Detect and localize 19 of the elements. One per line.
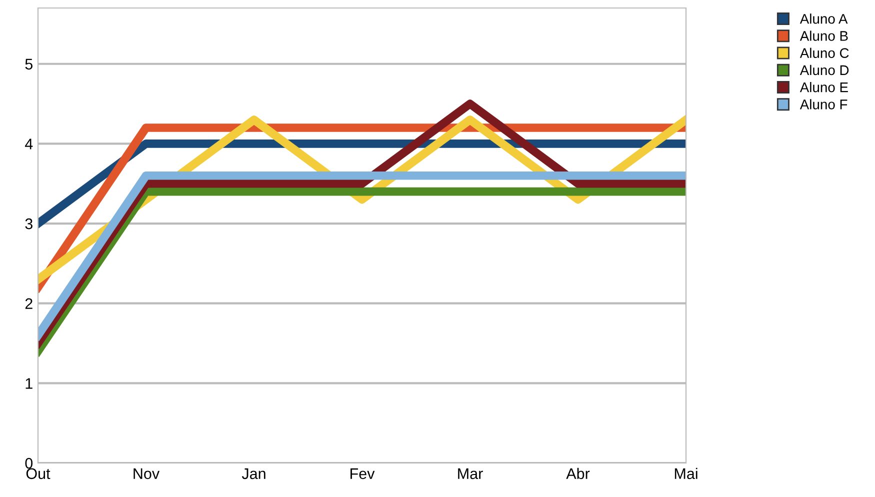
y-tick-label: 3 bbox=[25, 218, 32, 230]
legend-label: Aluno F bbox=[800, 99, 848, 110]
x-tick-label: Nov bbox=[134, 468, 160, 480]
x-tick-label: Abr bbox=[566, 468, 590, 480]
x-tick-label: Jan bbox=[242, 468, 266, 480]
y-tick-label: 1 bbox=[26, 378, 32, 389]
y-tick-label: 0 bbox=[25, 458, 33, 469]
x-tick-label: Out bbox=[26, 468, 50, 480]
y-tick-label: 2 bbox=[25, 298, 32, 309]
legend-label: Aluno C bbox=[800, 48, 849, 58]
y-tick-label: 4 bbox=[24, 138, 33, 150]
legend-label: Aluno B bbox=[800, 30, 848, 41]
x-tick-label: Fev bbox=[350, 468, 375, 480]
legend-label: Aluno E bbox=[800, 82, 848, 92]
y-tick-label: 5 bbox=[25, 58, 32, 70]
legend-label: Aluno D bbox=[800, 64, 849, 76]
legend-label: Aluno A bbox=[800, 14, 848, 24]
x-tick-label: Mai bbox=[674, 468, 698, 480]
x-tick-label: Mar bbox=[458, 468, 483, 480]
